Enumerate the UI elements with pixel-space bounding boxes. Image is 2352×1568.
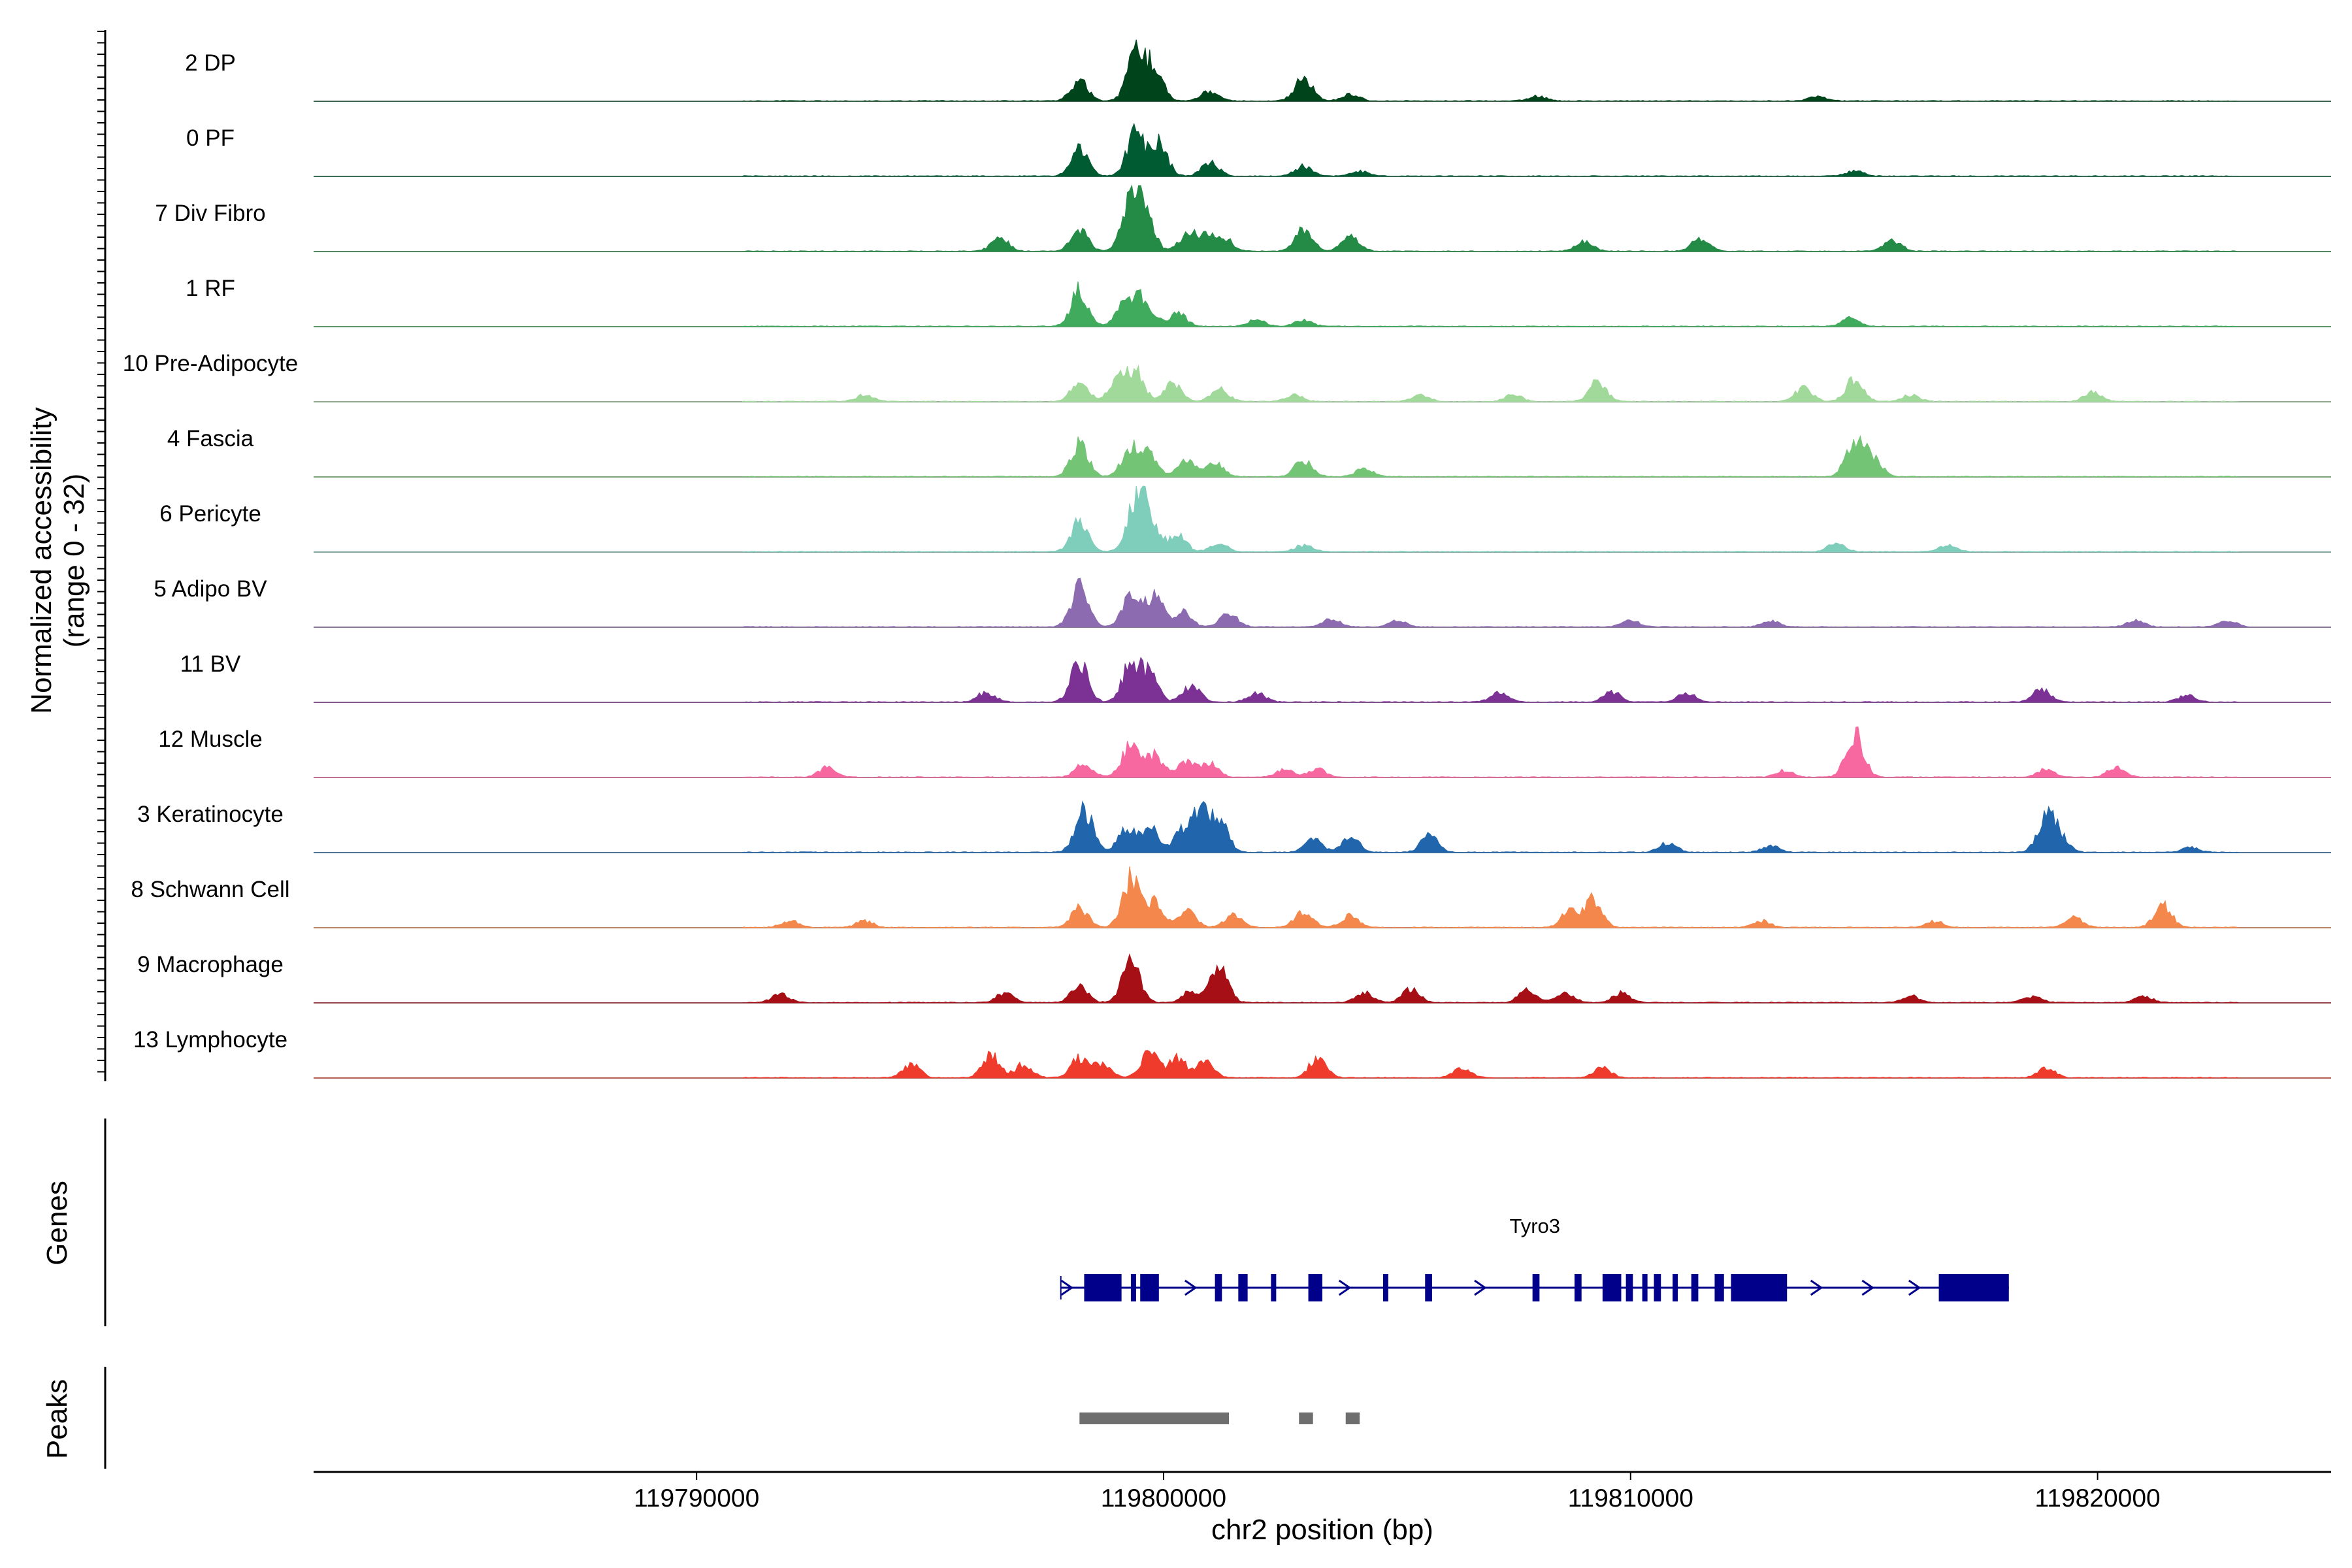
exon (1938, 1274, 2009, 1301)
track-label: 13 Lymphocyte (133, 1027, 287, 1053)
strand-arrow (1060, 1279, 1074, 1296)
coverage-area (314, 657, 2331, 703)
peaks-track (104, 1367, 1360, 1469)
strand-arrow (1609, 1279, 1622, 1296)
track-label: 2 DP (185, 50, 236, 76)
track-1-rf: 1 RF (186, 276, 2331, 327)
track-label: 3 Keratinocyte (137, 802, 284, 827)
track-label: 9 Macrophage (137, 952, 284, 977)
coverage-area (314, 1050, 2331, 1079)
peak-interval (1299, 1413, 1313, 1424)
exon (1673, 1274, 1678, 1301)
track-6-pericyte: 6 Pericyte (159, 485, 2331, 553)
track-label: 4 Fascia (167, 426, 254, 451)
coverage-area (314, 578, 2331, 628)
exon (1575, 1274, 1582, 1301)
track-10-pre-adipocyte: 10 Pre-Adipocyte (123, 351, 2331, 402)
track-label: 5 Adipo BV (154, 576, 267, 602)
strand-arrow (1474, 1279, 1487, 1296)
x-tick-label: 119820000 (2034, 1484, 2160, 1512)
exon (1731, 1274, 1788, 1301)
track-label: 10 Pre-Adipocyte (123, 351, 298, 376)
track-label: 7 Div Fibro (155, 201, 265, 226)
exon (1602, 1274, 1622, 1301)
coverage-area (314, 800, 2331, 853)
exon (1691, 1274, 1699, 1301)
track-9-macrophage: 9 Macrophage (137, 952, 2331, 1004)
track-0-pf: 0 PF (186, 122, 2331, 177)
y-axis-title-line-2: (range 0 - 32) (58, 474, 90, 648)
track-label: 8 Schwann Cell (131, 877, 289, 902)
peak-interval (1079, 1413, 1230, 1424)
exon (1140, 1274, 1159, 1301)
coverage-area (314, 866, 2331, 928)
gene-name-label: Tyro3 (1509, 1215, 1560, 1237)
track-7-div-fibro: 7 Div Fibro (155, 184, 2331, 252)
track-4-fascia: 4 Fascia (167, 426, 2331, 478)
coverage-area (314, 122, 2331, 177)
exon (1308, 1274, 1322, 1301)
exon (1625, 1274, 1633, 1301)
exon (1271, 1274, 1277, 1301)
y-axis-title-line-1: Normalized accessibility (25, 407, 57, 713)
coverage-area (314, 953, 2331, 1004)
exon (1130, 1274, 1136, 1301)
exon (1382, 1274, 1388, 1301)
exon (1714, 1274, 1724, 1301)
y-axis (97, 30, 106, 1081)
strand-arrow (1908, 1279, 1921, 1296)
strand-arrow (1810, 1279, 1823, 1296)
coverage-area (314, 39, 2331, 102)
genes-track: Tyro3 (104, 1119, 2009, 1326)
genes-track-label: Genes (41, 1181, 73, 1266)
track-5-adipo-bv: 5 Adipo BV (154, 576, 2331, 628)
track-label: 1 RF (186, 276, 235, 301)
coverage-area (314, 434, 2331, 478)
track-8-schwann-cell: 8 Schwann Cell (131, 866, 2331, 928)
track-label: 12 Muscle (158, 727, 263, 752)
exon (1642, 1274, 1648, 1301)
peaks-track-label: Peaks (41, 1379, 73, 1459)
x-axis-title: chr2 position (bp) (1211, 1514, 1433, 1546)
exon (1654, 1274, 1661, 1301)
exon (1215, 1274, 1222, 1301)
track-label: 6 Pericyte (159, 501, 261, 527)
x-tick-label: 119800000 (1101, 1484, 1226, 1512)
coverage-area (314, 281, 2331, 327)
coverage-area (314, 726, 2331, 778)
track-2-dp: 2 DP (185, 39, 2331, 102)
track-label: 11 BV (180, 651, 241, 677)
track-label: 0 PF (186, 125, 235, 151)
exon (1238, 1274, 1248, 1301)
track-3-keratinocyte: 3 Keratinocyte (137, 800, 2331, 853)
strand-arrow (1861, 1279, 1874, 1296)
track-12-muscle: 12 Muscle (158, 726, 2331, 778)
strand-arrow (1338, 1279, 1352, 1296)
x-tick-label: 119790000 (634, 1484, 759, 1512)
exon (1084, 1274, 1122, 1301)
coverage-area (314, 184, 2331, 252)
exon (1532, 1274, 1540, 1301)
coverage-tracks: 2 DP 0 PF 7 Div Fibro 1 RF 10 Pre-Adipocyte 4… (123, 39, 2331, 1079)
x-tick-label: 119810000 (1568, 1484, 1693, 1512)
coverage-area (314, 364, 2331, 402)
x-axis: 119790000 119800000 119810000 119820000 (314, 1471, 2331, 1512)
track-13-lymphocyte: 13 Lymphocyte (133, 1027, 2331, 1079)
exon (1425, 1274, 1432, 1301)
coverage-area (314, 485, 2331, 553)
peak-interval (1345, 1413, 1360, 1424)
track-11-bv: 11 BV (180, 651, 2331, 703)
strand-arrow (1184, 1279, 1198, 1296)
